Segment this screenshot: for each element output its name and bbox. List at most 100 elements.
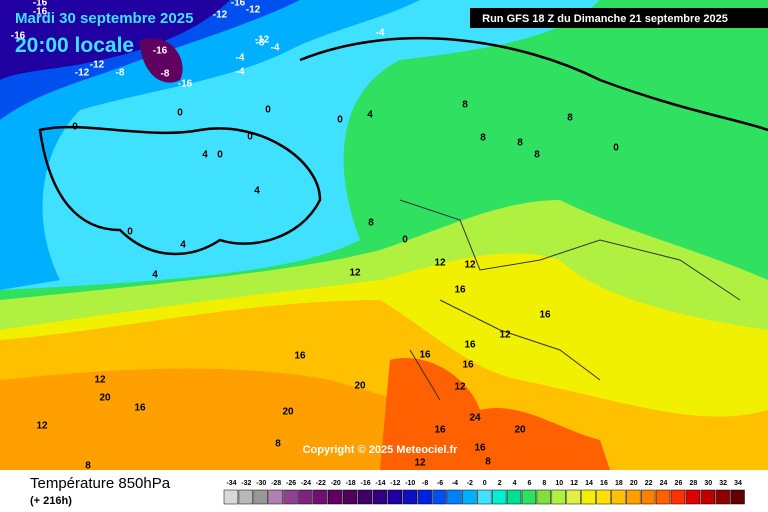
scale-swatch [477,489,492,505]
contour-label: 8 [534,150,540,161]
scale-label: -8 [422,480,428,487]
color-scale: -34 -32 -30 -28 -26 -24 -22 -20 -18 -16 -14 -12 -10-… [223,480,745,505]
contour-label: -16 [11,31,26,42]
scale-label: -28 [271,480,281,487]
contour-label: 12 [36,421,48,432]
scale-swatch [611,489,626,505]
scale-swatch [536,489,552,505]
contour-label: 8 [485,457,491,468]
contour-label: -16 [153,46,168,57]
scale-label: 14 [585,480,593,487]
contour-label: 20 [354,381,366,392]
contour-label: 0 [613,143,619,154]
scale-swatch [342,489,358,505]
scale-swatch [328,489,343,505]
scale-label: -34 [226,480,236,487]
contour-label: 24 [469,413,481,424]
contour-label: 16 [294,351,306,362]
scale-swatch [447,489,462,505]
contour-label: 8 [85,461,91,472]
scale-label: 10 [555,480,563,487]
contour-label: 4 [202,150,208,161]
scale-swatch [387,489,403,505]
scale-swatch [581,489,596,505]
contour-label: 0 [402,235,408,246]
contour-label: -16 [178,79,193,90]
contour-label: -4 [236,53,245,64]
contour-label: 16 [434,425,446,436]
scale-swatch [432,489,447,505]
contour-label: -12 [246,5,261,16]
very-cold-core [140,38,183,83]
scale-label: -14 [375,480,385,487]
contour-label: 4 [254,186,260,197]
scale-label: 26 [675,480,683,487]
contour-label: 0 [127,227,133,238]
scale-label: -22 [316,480,326,487]
date: Mardi 30 septembre 2025 [15,10,193,27]
run-box [470,8,768,28]
contour-label: -8 [161,69,170,80]
scale-swatch [700,489,715,505]
contour-label: 12 [94,375,106,386]
contour-label: 16 [539,310,551,321]
contour-label: 12 [349,268,361,279]
scale-label: -4 [452,480,458,487]
scale-label: 22 [645,480,653,487]
scale-swatch [551,489,566,505]
scale-label: 0 [483,480,487,487]
contour-label: 16 [419,350,431,361]
contour-label: 0 [177,108,183,119]
scale-label: -32 [241,480,251,487]
scale-swatch [730,489,745,505]
scale-swatch [655,489,671,505]
contour-label: -12 [75,68,90,79]
scale-label: -26 [286,480,296,487]
contour-label: -12 [213,10,228,21]
scale-swatch [491,489,507,505]
contour-label: -12 [90,60,105,71]
scale-label: 18 [615,480,623,487]
scale-label: -12 [390,480,400,487]
contour-label: -12 [255,35,270,46]
scale-label: 30 [704,480,712,487]
scale-label: -30 [256,480,266,487]
scale-swatch [372,489,388,505]
contour-label: 20 [99,393,111,404]
contour-label: 8 [567,113,573,124]
scale-swatch [670,489,686,505]
copyright: Copyright © 2025 Meteociel.fr [303,444,459,456]
run-info: Run GFS 18 Z du Dimanche 21 septembre 20… [482,13,728,25]
footer-lead: (+ 216h) [30,495,72,507]
zero-isotherm [299,36,768,132]
coastline [399,199,741,401]
contour-label: 12 [464,260,476,271]
scale-swatch [298,489,313,505]
contour-label: -16 [33,7,48,18]
contour-label: 8 [275,439,281,450]
contour-label: -4 [271,43,280,54]
scale-swatch [417,489,432,505]
very-cold-band [0,0,230,80]
scale-swatch [253,489,268,505]
contour-label: 4 [180,240,186,251]
zero-isotherm [38,125,322,256]
footer-title: Température 850hPa [30,475,171,492]
contour-label: 20 [514,425,526,436]
contour-label: 0 [247,132,253,143]
scale-label: 12 [570,480,578,487]
contour-label: 16 [462,360,474,371]
contour-label: 16 [474,443,486,454]
contour-label: -16 [33,0,48,9]
hot-band [380,358,610,470]
scale-label: 16 [600,480,608,487]
scale-swatch [313,489,328,505]
scale-swatch [238,489,254,505]
scale-swatch [566,489,581,505]
contour-label: 0 [217,150,223,161]
scale-swatch [715,489,730,505]
contour-label: 12 [414,458,426,469]
scale-swatch [268,489,283,505]
scale-label: 6 [527,480,531,487]
